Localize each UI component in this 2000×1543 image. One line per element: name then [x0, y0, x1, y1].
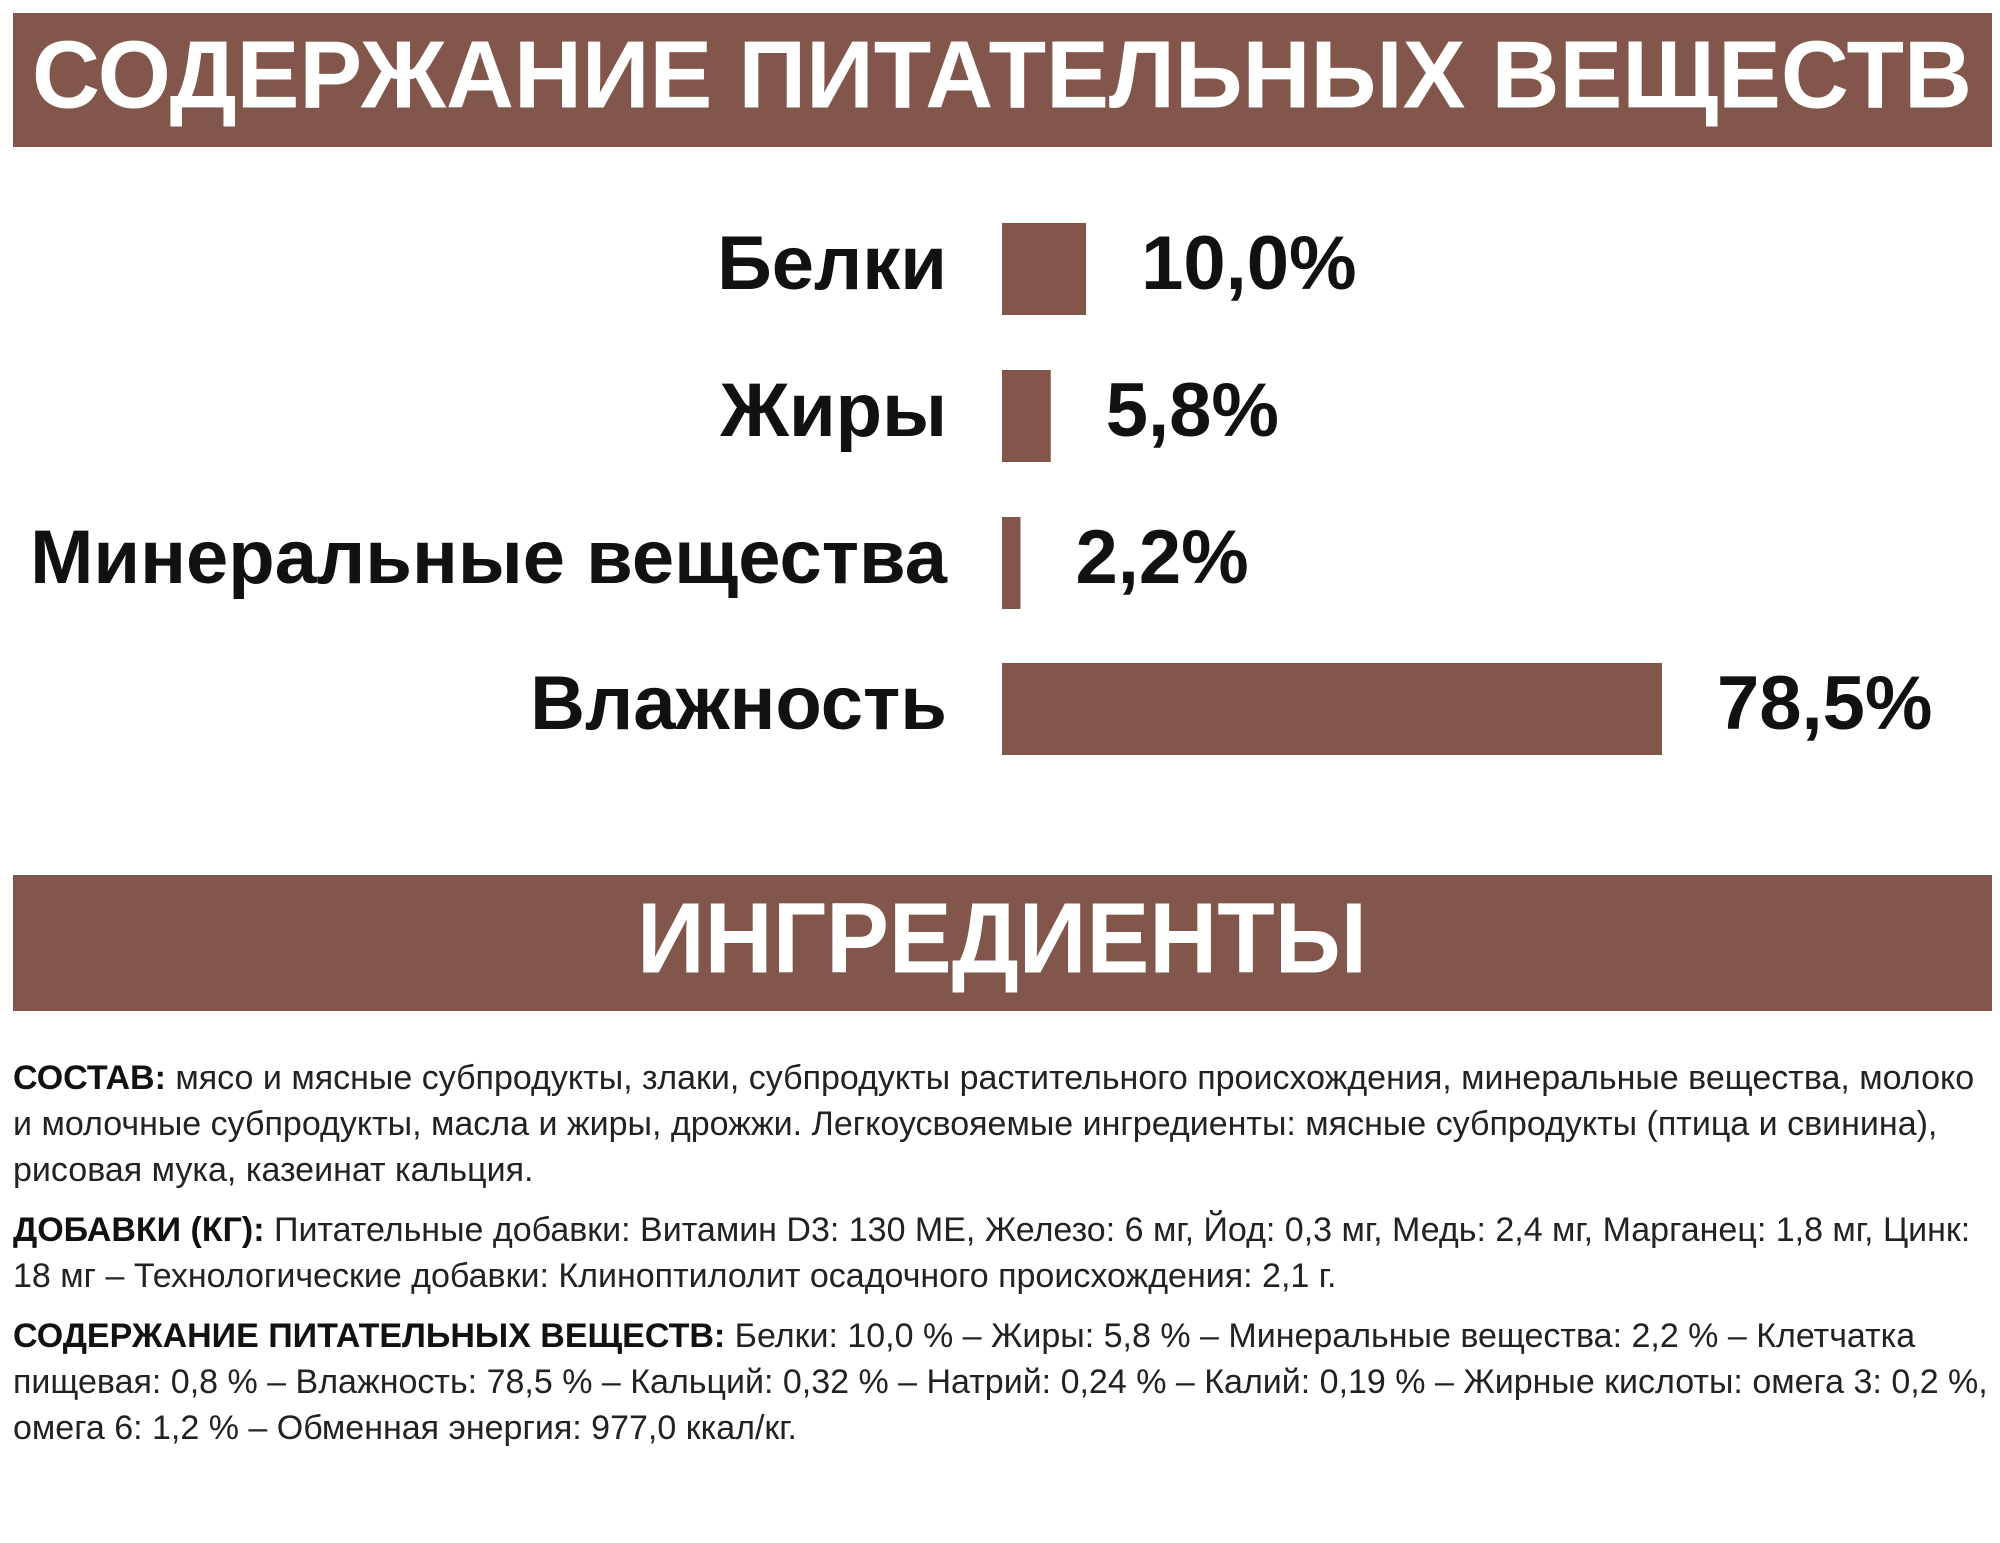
- chart: СОДЕРЖАНИЕ ПИТАТЕЛЬНЫХ ВЕЩЕСТВ ИНГРЕДИЕН…: [13, 13, 1992, 1011]
- category-label: Минеральные вещества: [30, 515, 948, 600]
- value-label: 5,8%: [1106, 368, 1279, 453]
- paragraph-text: Белки: 10,0 % – Жиры: 5,8 % – Минеральны…: [13, 1317, 1988, 1447]
- category-label: Жиры: [719, 368, 947, 453]
- value-label: 78,5%: [1717, 661, 1933, 746]
- value-label: 2,2%: [1075, 515, 1248, 600]
- paragraph-text: Питательные добавки: Витамин D3: 130 МЕ,…: [13, 1211, 1971, 1295]
- paragraph-label: СОДЕРЖАНИЕ ПИТАТЕЛЬНЫХ ВЕЩЕСТВ:: [13, 1317, 726, 1355]
- category-label: Белки: [717, 221, 947, 306]
- category-label: Влажность: [530, 661, 947, 746]
- paragraph: СОСТАВ: мясо и мясные субпродукты, злаки…: [13, 1055, 1988, 1193]
- ingredients-text: СОСТАВ: мясо и мясные субпродукты, злаки…: [13, 1055, 1988, 1465]
- paragraph-text: мясо и мясные субпродукты, злаки, субпро…: [13, 1059, 1975, 1189]
- paragraph-label: ДОБАВКИ (КГ):: [13, 1211, 265, 1249]
- paragraph: ДОБАВКИ (КГ): Питательные добавки: Витам…: [13, 1207, 1988, 1299]
- chart-title: СОДЕРЖАНИЕ ПИТАТЕЛЬНЫХ ВЕЩЕСТВ: [32, 21, 1972, 128]
- bar: [1002, 663, 1662, 755]
- bar: [1002, 223, 1087, 315]
- section-banner: [13, 875, 1992, 1011]
- section-title: ИНГРЕДИЕНТЫ: [637, 882, 1367, 994]
- title-banner: [13, 13, 1992, 147]
- paragraph: СОДЕРЖАНИЕ ПИТАТЕЛЬНЫХ ВЕЩЕСТВ: Белки: 1…: [13, 1313, 1988, 1451]
- paragraph-label: СОСТАВ:: [13, 1059, 166, 1097]
- bar: [1002, 517, 1021, 609]
- bar: [1002, 370, 1051, 462]
- value-label: 10,0%: [1141, 221, 1357, 306]
